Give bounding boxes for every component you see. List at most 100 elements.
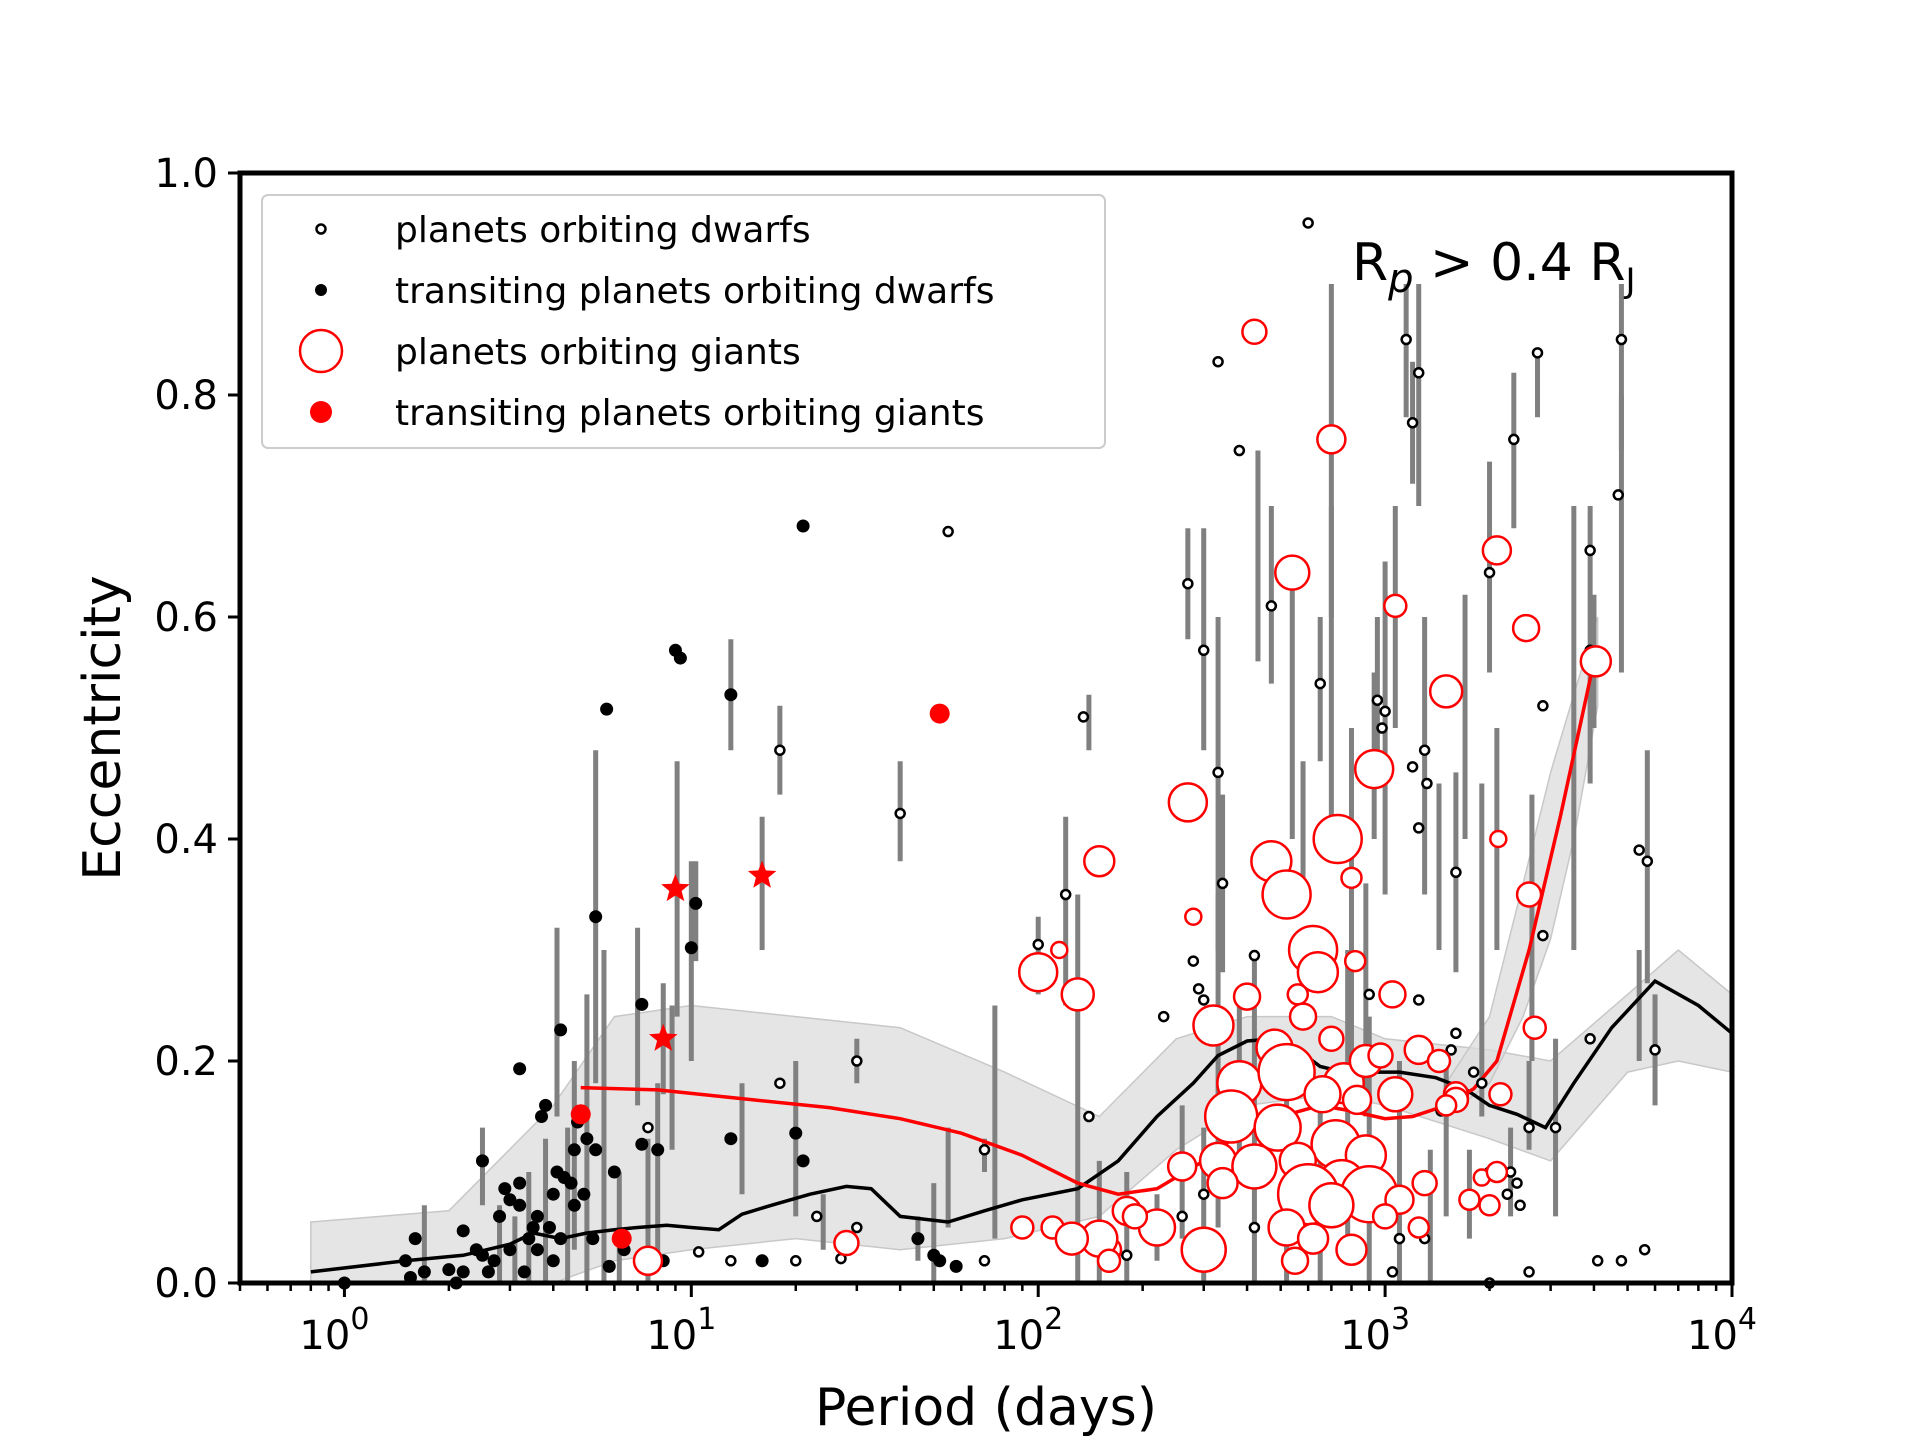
annotation-mid: > 0.4 R — [1414, 233, 1626, 293]
point-giant — [1274, 554, 1311, 591]
point-dwarf — [1511, 1177, 1523, 1189]
point-giant — [1343, 949, 1367, 973]
point-transiting-dwarf — [513, 1176, 527, 1190]
point-transiting-giant-star — [661, 874, 690, 902]
point-dwarf — [1121, 1249, 1133, 1261]
point-transiting-dwarf — [487, 1254, 501, 1268]
x-axis-title: Period (days) — [815, 1378, 1157, 1438]
point-transiting-dwarf — [513, 1062, 527, 1076]
point-transiting-dwarf — [546, 1187, 560, 1201]
point-transiting-dwarf — [526, 1221, 540, 1234]
point-transiting-dwarf — [635, 1137, 649, 1151]
point-giant — [1407, 1216, 1430, 1239]
point-transiting-dwarf — [554, 1023, 568, 1037]
point-transiting-giant-star — [649, 1023, 678, 1051]
point-giant — [1403, 1034, 1434, 1066]
y-tick-label: 0.2 — [154, 1039, 218, 1085]
point-giant — [1231, 1143, 1278, 1190]
legend-label-giant-filled: transiting planets orbiting giants — [395, 393, 984, 434]
point-transiting-dwarf — [399, 1254, 413, 1268]
point-giant — [1515, 881, 1543, 908]
point-transiting-dwarf — [949, 1259, 963, 1273]
point-dwarf — [1612, 489, 1625, 501]
point-dwarf — [1032, 938, 1044, 951]
point-transiting-dwarf — [635, 997, 649, 1011]
point-dwarf — [1182, 577, 1194, 590]
point-dwarf — [774, 744, 786, 756]
x-tick-label: 102 — [993, 1302, 1063, 1359]
point-dwarf — [1083, 1110, 1095, 1123]
point-dwarf — [1476, 1077, 1488, 1089]
point-transiting-dwarf — [535, 1110, 549, 1123]
point-dwarf — [851, 1055, 863, 1067]
point-transiting-dwarf — [567, 1143, 581, 1157]
point-dwarf — [1537, 700, 1549, 712]
point-dwarf — [811, 1210, 823, 1223]
point-giant — [1488, 1082, 1513, 1107]
point-giant — [1367, 1042, 1394, 1069]
legend-marker-giant-open — [298, 328, 344, 374]
point-giant — [1522, 1015, 1547, 1040]
legend-label-dwarf-filled: transiting planets orbiting dwarfs — [395, 271, 994, 312]
point-giant — [1489, 829, 1508, 849]
point-giant — [1579, 645, 1613, 678]
point-giant — [1167, 782, 1209, 823]
point-transiting-dwarf — [600, 702, 614, 716]
point-dwarf — [1302, 217, 1314, 229]
point-dwarf — [978, 1255, 991, 1267]
point-giant — [1060, 977, 1095, 1012]
point-transiting-dwarf — [796, 519, 810, 533]
point-giant — [1377, 1076, 1414, 1113]
point-giant — [1261, 869, 1312, 920]
point-dwarf — [1649, 1044, 1661, 1056]
annotation-base: R — [1352, 233, 1388, 293]
point-transiting-dwarf — [542, 1221, 556, 1234]
point-dwarf — [1523, 1266, 1535, 1278]
point-dwarf — [1077, 711, 1090, 723]
point-dwarf — [1212, 355, 1224, 368]
point-giant — [1180, 1226, 1227, 1273]
point-transiting-dwarf — [554, 1232, 568, 1246]
point-giant — [1280, 1246, 1310, 1276]
point-giant — [1511, 613, 1541, 643]
point-transiting-dwarf — [684, 941, 698, 955]
point-dwarf — [1638, 1243, 1651, 1256]
point-dwarf — [1537, 929, 1549, 942]
point-giant — [1166, 1151, 1198, 1182]
point-transiting-dwarf — [673, 651, 687, 665]
x-tick-label: 104 — [1687, 1302, 1757, 1359]
point-transiting-dwarf — [933, 1254, 947, 1268]
point-giant — [1083, 844, 1116, 878]
y-axis-title: Eccentricity — [73, 575, 133, 880]
point-transiting-dwarf — [456, 1265, 470, 1279]
point-transiting-dwarf — [911, 1232, 925, 1246]
point-transiting-dwarf — [503, 1243, 517, 1257]
point-giant — [1481, 535, 1513, 566]
x-tick-label: 101 — [646, 1302, 716, 1359]
x-tick-label: 100 — [299, 1302, 369, 1359]
point-transiting-dwarf — [469, 1243, 483, 1257]
dwarf-trend-line — [310, 978, 1734, 1274]
point-dwarf — [1450, 1027, 1462, 1039]
point-dwarf — [1467, 1066, 1480, 1078]
point-dwarf — [1641, 855, 1654, 867]
point-giant — [1316, 424, 1347, 455]
point-giant — [1096, 1248, 1122, 1274]
point-dwarf — [1412, 994, 1425, 1006]
point-transiting-dwarf — [796, 1154, 810, 1168]
point-giant — [1340, 866, 1363, 890]
point-dwarf — [1412, 822, 1425, 834]
point-giant — [1286, 983, 1310, 1006]
point-dwarf — [1450, 866, 1462, 879]
legend-marker-giant-filled — [310, 401, 332, 423]
point-transiting-dwarf — [689, 896, 703, 910]
point-transiting-dwarf — [493, 1209, 507, 1223]
point-giant — [1308, 1182, 1355, 1229]
point-dwarf — [1406, 417, 1419, 429]
point-transiting-dwarf — [475, 1154, 489, 1168]
point-dwarf — [1445, 1044, 1457, 1056]
point-transiting-dwarf — [589, 910, 603, 924]
point-giant — [1017, 951, 1059, 993]
point-dwarf — [894, 807, 906, 820]
point-dwarf — [1216, 877, 1229, 890]
